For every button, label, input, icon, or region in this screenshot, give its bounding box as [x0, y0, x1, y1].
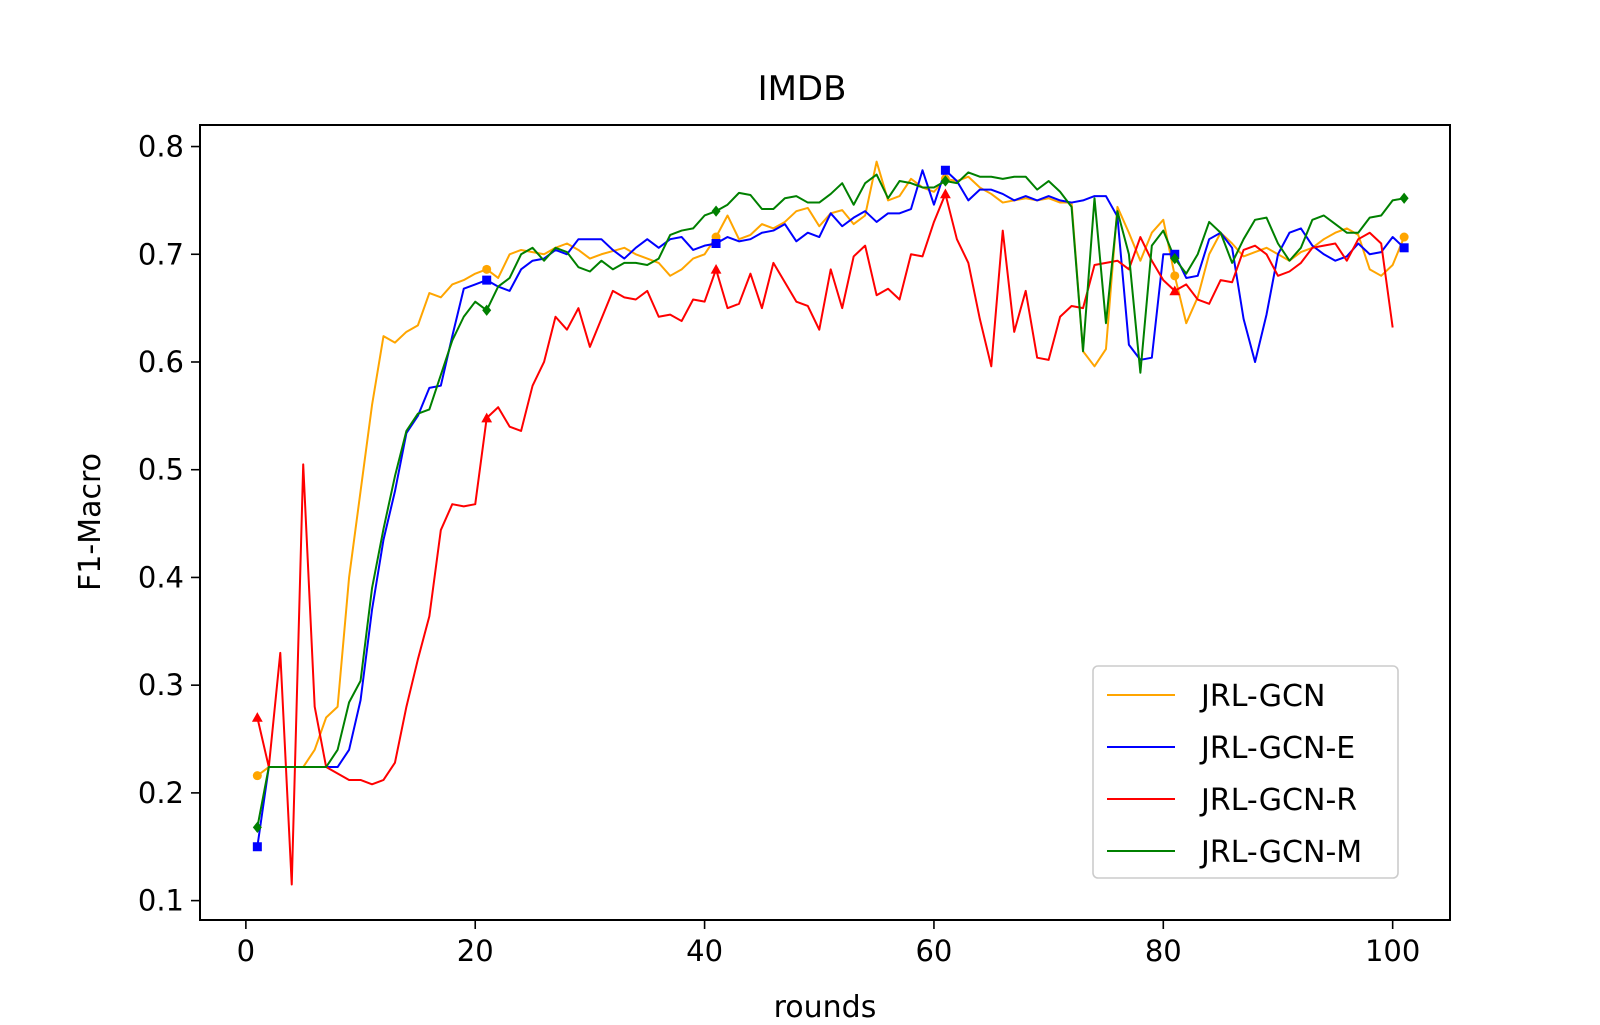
x-tick-label: 0	[237, 934, 255, 968]
legend-label-jrl-gcn-m: JRL-GCN-M	[1199, 835, 1362, 870]
plot-frame	[199, 124, 1451, 921]
jrl-gcn-r-marker	[710, 263, 722, 274]
y-axis: 0.1 0.2 0.3 0.4 0.5 0.6 0.7 0.8	[138, 130, 200, 918]
jrl-gcn-m-marker	[1399, 192, 1409, 204]
legend-box	[1092, 665, 1399, 879]
jrl-gcn-r-marker	[1169, 285, 1181, 296]
x-tick-label: 80	[1145, 934, 1182, 968]
jrl-gcn-marker	[252, 771, 262, 781]
legend-label-jrl-gcn-e: JRL-GCN-E	[1199, 731, 1355, 766]
x-tick-label: 100	[1365, 934, 1420, 968]
y-tick-label: 0.7	[138, 237, 184, 271]
y-tick-label: 0.5	[138, 453, 184, 487]
y-tick-label: 0.2	[138, 776, 184, 810]
y-tick-label: 0.3	[138, 668, 184, 702]
plot-markers	[251, 165, 1409, 852]
jrl-gcn-m-marker	[940, 175, 950, 187]
series-line-jrl-gcn-r	[256, 192, 1394, 886]
jrl-gcn-m-marker	[711, 205, 721, 217]
x-axis: 0 20 40 60 80 100	[237, 920, 1420, 968]
legend: JRL-GCN JRL-GCN-E JRL-GCN-R JRL-GCN-M	[1092, 665, 1399, 879]
jrl-gcn-m-marker	[252, 821, 262, 833]
jrl-gcn-r-marker	[481, 412, 493, 423]
y-tick-label: 0.1	[138, 884, 184, 918]
series-line-jrl-gcn-m	[256, 171, 1405, 828]
y-tick-label: 0.4	[138, 560, 184, 594]
jrl-gcn-m-marker	[482, 304, 492, 316]
plot-lines	[256, 160, 1406, 886]
jrl-gcn-e-marker	[252, 842, 262, 852]
jrl-gcn-e-marker	[482, 275, 492, 285]
x-tick-label: 60	[915, 934, 952, 968]
jrl-gcn-marker	[482, 264, 492, 274]
y-tick-label: 0.8	[138, 130, 184, 164]
legend-label-jrl-gcn-r: JRL-GCN-R	[1199, 783, 1357, 818]
jrl-gcn-m-marker	[1170, 252, 1180, 265]
legend-label-jrl-gcn: JRL-GCN	[1199, 679, 1325, 714]
jrl-gcn-marker	[1170, 271, 1180, 281]
y-tick-label: 0.6	[138, 345, 184, 379]
y-axis-title: F1-Macro	[73, 453, 108, 591]
jrl-gcn-e-marker	[1399, 243, 1409, 253]
chart-title: IMDB	[758, 69, 847, 109]
x-tick-label: 20	[457, 934, 494, 968]
jrl-gcn-e-marker	[940, 165, 950, 175]
jrl-gcn-e-marker	[711, 238, 721, 248]
jrl-gcn-r-marker	[940, 188, 951, 199]
x-axis-title: rounds	[774, 990, 877, 1025]
jrl-gcn-marker	[1399, 232, 1409, 242]
x-tick-label: 40	[686, 934, 723, 968]
jrl-gcn-r-marker	[251, 712, 263, 722]
